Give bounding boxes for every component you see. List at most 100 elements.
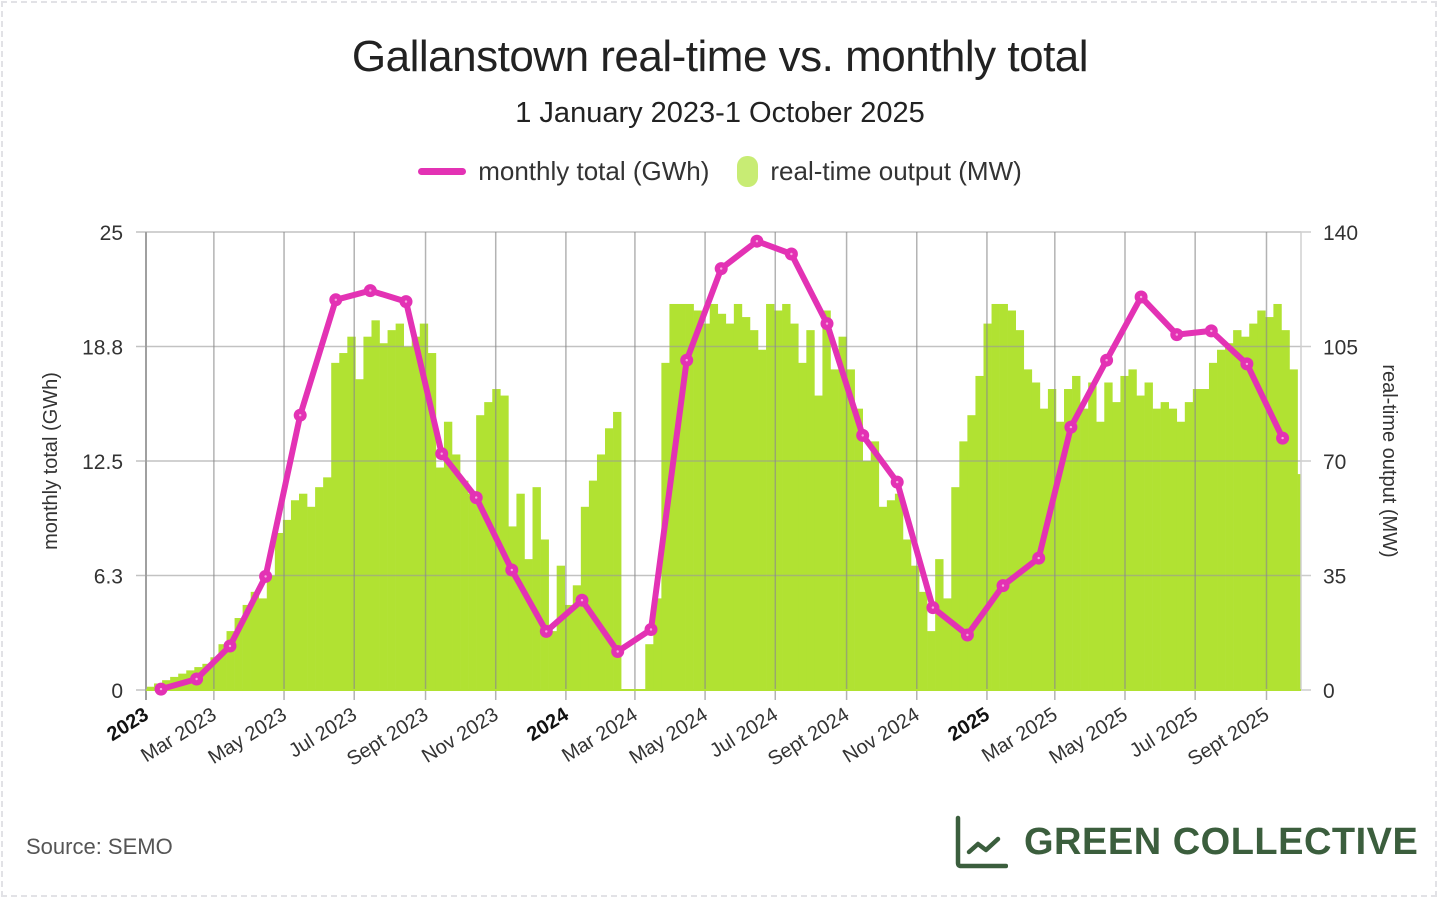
monthly-total-point-center [1001,584,1005,587]
bar [1273,303,1282,690]
bar [1281,330,1290,690]
bar [403,346,413,690]
bar [282,519,292,690]
bar [146,686,155,690]
bar [1289,369,1298,690]
monthly-total-point-center [1037,556,1040,560]
bar [1160,402,1169,690]
bar [1080,408,1089,690]
bar [508,526,517,690]
bar [315,487,324,690]
monthly-total-point-center [685,359,688,362]
bar [548,631,557,690]
bar [878,506,888,690]
bar [347,336,356,690]
bar [894,493,904,690]
chart-title: Gallanstown real-time vs. monthly total [351,32,1089,81]
bar [363,336,372,690]
legend-item-real-time-output[interactable]: real-time output (MW) [709,156,1022,187]
bar [234,618,243,690]
legend-line-swatch [418,168,467,175]
line-chart-icon [955,815,1008,869]
bar [226,631,235,690]
legend-item-monthly-total[interactable]: monthly total (GWh) [418,156,709,187]
bar [1265,317,1274,690]
bar [516,493,525,690]
x-tick-label: Sept 2023 [343,704,432,771]
y-tick-label-left: 25 [100,222,123,245]
bar [331,362,340,690]
bar [1225,343,1234,690]
bar [339,353,348,690]
bar [870,441,880,690]
bar [830,369,839,690]
bar [540,539,549,690]
monthly-total-point-center [159,687,163,691]
bar [1136,395,1145,690]
monthly-total-point-center [931,606,935,609]
bar [1241,336,1250,690]
monthly-total-point-center [616,650,619,653]
bar [274,532,284,690]
bar [669,303,678,690]
bar [951,487,960,690]
bar [290,500,300,690]
monthly-total-point-center [404,300,408,303]
bar [838,336,847,690]
bar [532,487,541,690]
bar [476,415,485,690]
bar [1047,389,1057,690]
bar [419,323,429,690]
monthly-total-point-center [861,434,864,437]
x-tick-label: Nov 2023 [418,704,502,768]
bar [387,330,396,690]
bar [1257,310,1266,690]
bar [242,604,251,690]
bar [524,559,533,690]
bar [1064,389,1073,690]
monthly-total-point-center [299,414,302,417]
monthly-total-point-center [1105,359,1108,362]
bar [1031,382,1041,690]
legend-bar-swatch [737,156,759,187]
bar [1104,382,1113,690]
bar [967,415,976,690]
bar [902,539,912,690]
monthly-total-point-center [755,240,759,243]
bar [1039,408,1049,690]
y-axis-title-left: monthly total (GWh) [40,372,62,550]
monthly-total-point-center [720,267,723,270]
x-tick-label: Sept 2025 [1184,704,1273,771]
bar [886,500,896,690]
bar [806,330,815,690]
line-series-monthly-total [154,234,1290,696]
bar [1297,474,1302,690]
bar [1233,330,1242,690]
y-tick-label-right: 105 [1323,337,1358,360]
x-tick-label: 2025 [944,704,993,746]
bar [749,330,759,690]
legend: monthly total (GWh) real-time output (MW… [0,156,1440,187]
bar [790,323,799,690]
bar [814,395,823,690]
bar [427,353,437,690]
monthly-total-point-center [369,289,372,292]
bar [435,467,445,690]
monthly-total-point-center [334,298,337,301]
bar [452,454,461,690]
monthly-total-point-center [1139,295,1143,299]
bar [588,480,598,690]
bar [975,375,984,690]
bar [500,395,509,690]
monthly-total-point-center [825,322,829,325]
y-tick-label-right: 35 [1323,566,1346,589]
bar [822,310,831,690]
y-tick-label-left: 18.8 [82,337,123,360]
bar [1072,375,1081,690]
bar [927,631,936,690]
chart-subtitle: 1 January 2023-1 October 2025 [515,97,925,129]
bar [1096,421,1105,690]
bar [854,408,863,690]
bar [355,379,364,690]
brand-name: GREEN COLLECTIVE [1024,820,1419,863]
